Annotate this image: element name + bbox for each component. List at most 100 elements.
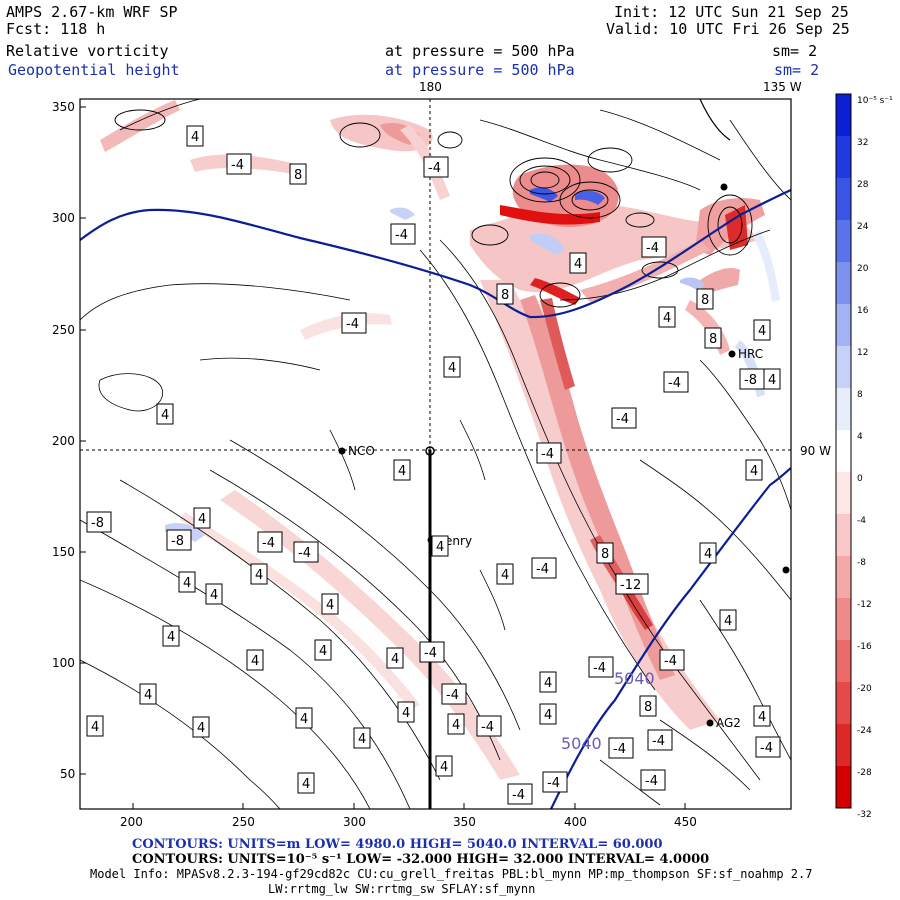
- model-info: Model Info: MPASv8.2.3-194-gf29cd82c CU:…: [90, 867, 813, 881]
- vorticity-label-box: [536, 442, 562, 464]
- vorticity-label: 8: [644, 700, 652, 715]
- vorticity-label: 4: [251, 654, 259, 669]
- vorticity-label: -4: [262, 536, 275, 551]
- colorbar-swatch: [836, 724, 851, 767]
- valid-time: Valid: 10 UTC Fri 26 Sep 25: [606, 20, 850, 38]
- colorbar-swatch: [836, 304, 851, 347]
- vorticity-label: -4: [668, 376, 681, 391]
- forecast-hour: Fcst: 118 h: [6, 20, 106, 38]
- colorbar-swatch: [836, 598, 851, 641]
- vorticity-label: -4: [760, 741, 773, 756]
- vorticity-label: -12: [620, 578, 641, 593]
- colorbar-swatch: [836, 514, 851, 557]
- colorbar-tick-label: 8: [857, 390, 863, 400]
- model-title: AMPS 2.67-km WRF SP: [6, 3, 178, 21]
- vorticity-label-box: [86, 715, 104, 737]
- vorticity-label-box: [596, 542, 614, 564]
- vorticity-label: 4: [91, 720, 99, 735]
- vorticity-label: -4: [541, 447, 554, 462]
- vorticity-label: 4: [574, 257, 582, 272]
- vorticity-label-box: [441, 683, 467, 705]
- field1-level: at pressure = 500 hPa: [385, 42, 575, 60]
- vorticity-label-box: [640, 769, 666, 791]
- x-tick: 350: [453, 815, 476, 829]
- vorticity-label: 4: [758, 710, 766, 725]
- vorticity-label: -4: [645, 774, 658, 789]
- vorticity-label: -4: [547, 776, 560, 791]
- vorticity-label-box: [390, 223, 416, 245]
- colorbar-unit: 10⁻⁵ s⁻¹: [857, 96, 893, 106]
- x-tick: 200: [120, 815, 143, 829]
- vorticity-label-box: [753, 705, 771, 727]
- vorticity-label-box: [588, 656, 614, 678]
- colorbar-swatch: [836, 178, 851, 221]
- vorticity-label-box: [539, 671, 557, 693]
- vorticity-label: -4: [446, 688, 459, 703]
- vorticity-label: -8: [91, 516, 104, 531]
- vorticity-label-box: [397, 701, 415, 723]
- y-axis-labels: 350 300 250 200 150 100 50: [52, 100, 75, 781]
- y-tick: 300: [52, 211, 75, 225]
- vorticity-label: 4: [391, 652, 399, 667]
- vorticity-label-box: [257, 531, 283, 553]
- vorticity-label: 4: [144, 688, 152, 703]
- colorbar-tick-label: -20: [857, 684, 872, 694]
- vorticity-label-box: [139, 683, 157, 705]
- model-info-radiation: LW:rrtmg_lw SW:rrtmg_sw SFLAY:sf_mynn: [268, 882, 536, 896]
- vorticity-label-box: [542, 771, 568, 793]
- colorbar: 32 28 24 20 16 12 8 4 0 -4 -8 -12 -16 -20 -24 -28 -32: [835, 93, 872, 820]
- dense-contour-clutter: [114, 109, 753, 308]
- vorticity-label-box: [696, 288, 714, 310]
- colorbar-tick-label: -28: [857, 768, 872, 778]
- colorbar-tick-label: -24: [857, 726, 872, 736]
- x-tick: 400: [564, 815, 587, 829]
- vorticity-label: 4: [436, 540, 444, 555]
- vorticity-label-box: [753, 319, 771, 341]
- colorbar-swatch: [836, 220, 851, 263]
- vorticity-label: -4: [298, 546, 311, 561]
- colorbar-swatch: [836, 388, 851, 431]
- vorticity-label-box: [639, 695, 657, 717]
- vorticity-label: -4: [646, 241, 659, 256]
- vorticity-label-box: [745, 459, 763, 481]
- vorticity-contours: [80, 99, 791, 809]
- vorticity-label-box: [297, 772, 315, 794]
- vorticity-label-box: [608, 737, 634, 759]
- colorbar-tick-label: -8: [857, 558, 866, 568]
- vorticity-label: 4: [300, 712, 308, 727]
- colorbar-tick-label: 16: [857, 306, 869, 316]
- height-label-5040: 5040: [614, 669, 655, 688]
- vorticity-label: 4: [758, 324, 766, 339]
- geopotential-contours: [80, 188, 791, 809]
- colorbar-tick-label: 32: [857, 138, 868, 148]
- colorbar-tick-label: -32: [857, 810, 872, 820]
- field2-level: at pressure = 500 hPa: [385, 61, 575, 79]
- vorticity-label: 4: [255, 568, 263, 583]
- vorticity-label: 4: [161, 408, 169, 423]
- vorticity-label-box: [763, 368, 781, 390]
- vorticity-label-box: [314, 639, 332, 661]
- x-tick: 300: [343, 815, 366, 829]
- field1-name: Relative vorticity: [6, 42, 169, 60]
- longitude-label-135w: 135 W: [763, 80, 802, 94]
- vorticity-label: 4: [358, 732, 366, 747]
- y-tick: 100: [52, 656, 75, 670]
- station-ag2-marker: [706, 719, 714, 727]
- vorticity-label-box: [447, 713, 465, 735]
- colorbar-swatch: [836, 262, 851, 305]
- colorbar-tick-label: 0: [857, 474, 863, 484]
- vorticity-label-box: [250, 563, 268, 585]
- colorbar-tick-label: 20: [857, 264, 869, 274]
- vorticity-label-box: [431, 535, 449, 557]
- vorticity-label-box: [86, 511, 112, 533]
- vorticity-label: 4: [663, 311, 671, 326]
- vorticity-label-box: [295, 707, 313, 729]
- vorticity-label: 4: [198, 512, 206, 527]
- vorticity-label-box: [393, 459, 411, 481]
- vorticity-label: 4: [398, 464, 406, 479]
- colorbar-tick-label: -16: [857, 642, 872, 652]
- vorticity-label-box: [658, 306, 676, 328]
- vorticity-label-box: [419, 641, 445, 663]
- vorticity-label-box: [611, 407, 637, 429]
